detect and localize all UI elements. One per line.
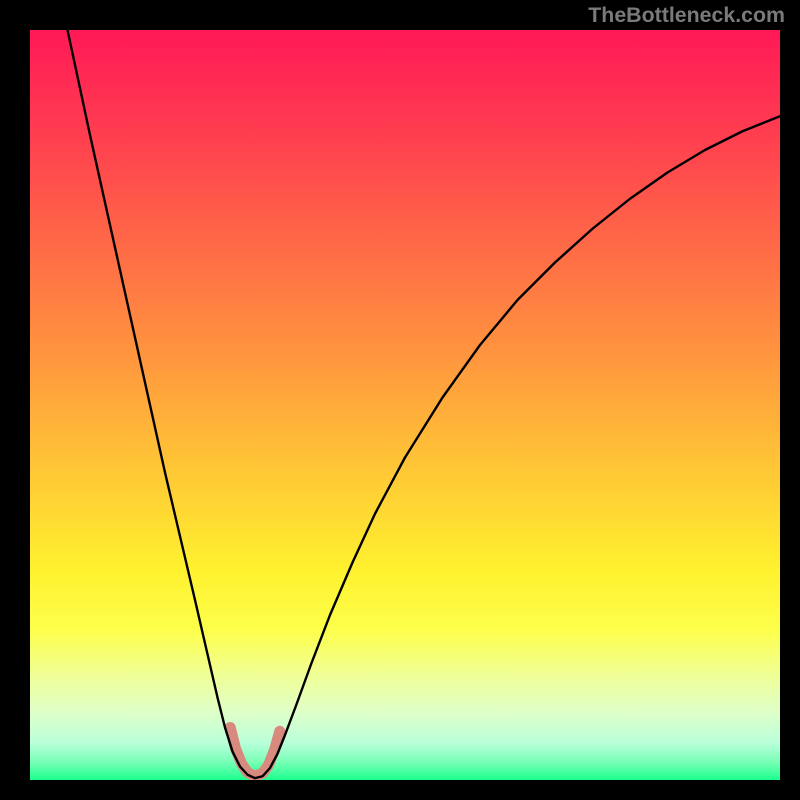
gradient-background — [30, 30, 780, 780]
watermark-label: TheBottleneck.com — [588, 3, 785, 28]
plot-svg — [30, 30, 780, 780]
plot-area — [30, 30, 780, 780]
